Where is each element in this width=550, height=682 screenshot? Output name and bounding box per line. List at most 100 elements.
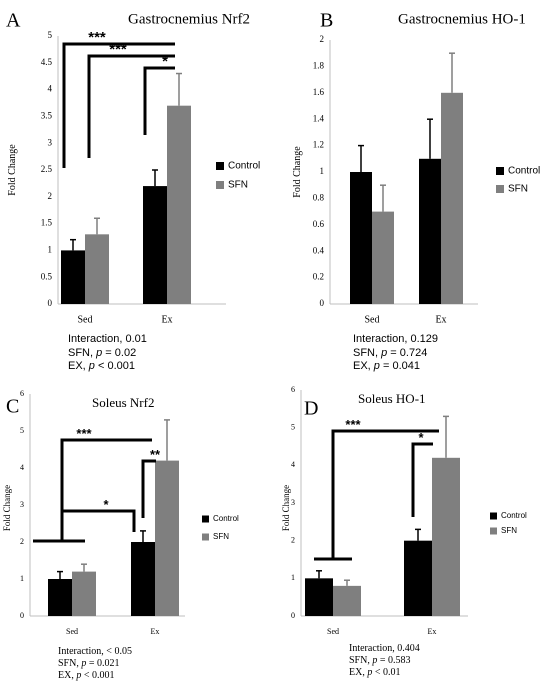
y-tick-label: 5	[291, 422, 295, 431]
x-category-label: Sed	[365, 314, 380, 325]
stats-sfn: SFN, p = 0.724	[353, 346, 428, 359]
legend-label-sfn: SFN	[213, 532, 229, 541]
y-tick-label: 1.5	[41, 218, 53, 228]
y-tick-label: 3	[20, 500, 24, 509]
bar-sfn-ex	[167, 105, 191, 305]
y-tick-label: 0.6	[313, 219, 325, 229]
chart-title: Gastrocnemius Nrf2	[128, 11, 250, 27]
legend-label-control: Control	[501, 511, 527, 520]
x-category-label: Ex	[161, 314, 172, 325]
significance-marker: **	[150, 447, 161, 462]
y-tick-label: 1	[320, 166, 325, 176]
panel-label: C	[6, 396, 19, 418]
significance-bracket	[62, 42, 175, 168]
legend-swatch-control	[490, 512, 497, 520]
significance-marker: ***	[109, 41, 127, 58]
x-category-label: Sed	[78, 314, 93, 325]
significance-bracket	[62, 509, 136, 532]
bar-control-ex	[143, 186, 167, 304]
y-tick-label: 0	[48, 298, 53, 308]
legend-swatch-control	[216, 162, 224, 170]
y-tick-label: 2	[20, 537, 24, 546]
legend-swatch-sfn	[496, 185, 504, 193]
stats-block-c: Interaction, < 0.05 SFN, p = 0.021 EX, p…	[58, 646, 132, 682]
y-tick-label: 1.8	[313, 60, 325, 70]
y-tick-label: 0.8	[313, 192, 325, 202]
bar-sfn-ex	[432, 457, 460, 616]
significance-marker: ***	[345, 417, 361, 432]
x-category-label: Ex	[428, 627, 437, 636]
panel-label: B	[320, 10, 333, 32]
stats-ex: EX, p < 0.001	[58, 670, 115, 681]
bar-control-sed	[61, 250, 85, 304]
stats-interaction: Interaction, 0.129	[353, 333, 439, 345]
stats-block-a: Interaction, 0.01 SFN, p = 0.02 EX, p < …	[68, 333, 147, 374]
y-tick-label: 3.5	[41, 110, 53, 120]
y-tick-label: 0	[320, 298, 325, 308]
significance-bracket	[314, 429, 439, 561]
y-tick-label: 1	[20, 574, 24, 583]
significance-marker: *	[162, 53, 168, 70]
y-tick-label: 3	[48, 137, 53, 147]
legend-label-sfn: SFN	[228, 180, 248, 191]
significance-bracket	[143, 66, 175, 135]
bar-sfn-sed	[333, 585, 361, 616]
bar-sfn-ex	[441, 92, 463, 304]
y-tick-label: 1	[291, 573, 295, 582]
stats-sfn: SFN, p = 0.583	[349, 655, 411, 666]
legend-label-control: Control	[213, 514, 239, 523]
significance-bracket	[411, 442, 433, 517]
significance-bracket	[33, 438, 152, 543]
x-category-label: Sed	[66, 627, 78, 636]
significance-marker: ***	[88, 29, 106, 46]
bar-control-ex	[419, 158, 441, 304]
legend-swatch-sfn	[490, 527, 497, 535]
x-category-label: Ex	[435, 314, 446, 325]
y-tick-label: 0	[291, 611, 295, 620]
chart-title: Soleus HO-1	[358, 391, 426, 406]
bar-control-sed	[350, 172, 372, 304]
stats-interaction: Interaction, 0.01	[68, 333, 147, 345]
y-tick-label: 4.5	[41, 57, 53, 67]
y-tick-label: 2	[320, 34, 325, 44]
bar-sfn-ex	[155, 460, 179, 616]
legend-swatch-sfn	[216, 181, 224, 189]
y-tick-label: 4	[291, 460, 295, 469]
y-tick-label: 5	[20, 426, 24, 435]
legend-label-control: Control	[228, 161, 260, 172]
chart-title: Gastrocnemius HO-1	[398, 11, 526, 27]
legend-label-control: Control	[508, 166, 540, 177]
chart-title: Soleus Nrf2	[92, 395, 154, 410]
stats-ex: EX, p = 0.041	[353, 360, 420, 372]
significance-marker: ***	[76, 426, 92, 441]
bar-sfn-sed	[85, 234, 109, 304]
y-tick-label: 2	[48, 191, 53, 201]
significance-bracket	[87, 54, 175, 158]
bar-control-sed	[48, 579, 72, 616]
y-axis-label: Fold Change	[281, 485, 291, 531]
y-axis-label: Fold Change	[7, 144, 18, 196]
y-axis-label: Fold Change	[292, 146, 303, 198]
x-category-label: Sed	[327, 627, 339, 636]
stats-sfn: SFN, p = 0.021	[58, 658, 120, 669]
stats-sfn: SFN, p = 0.02	[68, 346, 137, 359]
y-tick-label: 0.5	[41, 271, 53, 281]
panel-label: A	[6, 10, 21, 32]
significance-bracket	[141, 459, 156, 518]
y-tick-label: 0	[20, 611, 24, 620]
legend-swatch-sfn	[202, 533, 209, 541]
y-tick-label: 0.2	[313, 272, 324, 282]
y-axis-label: Fold Change	[2, 485, 12, 531]
y-tick-label: 1.6	[313, 87, 325, 97]
x-category-label: Ex	[151, 627, 160, 636]
y-tick-label: 6	[291, 385, 295, 394]
stats-ex: EX, p < 0.001	[68, 360, 135, 372]
significance-marker: *	[418, 430, 424, 445]
y-tick-label: 3	[291, 498, 295, 507]
stats-block-d: Interaction, 0.404 SFN, p = 0.583 EX, p …	[349, 643, 420, 679]
y-tick-label: 6	[20, 389, 24, 398]
significance-marker: *	[103, 497, 109, 512]
y-tick-label: 4	[48, 84, 53, 94]
bar-control-ex	[131, 542, 155, 616]
